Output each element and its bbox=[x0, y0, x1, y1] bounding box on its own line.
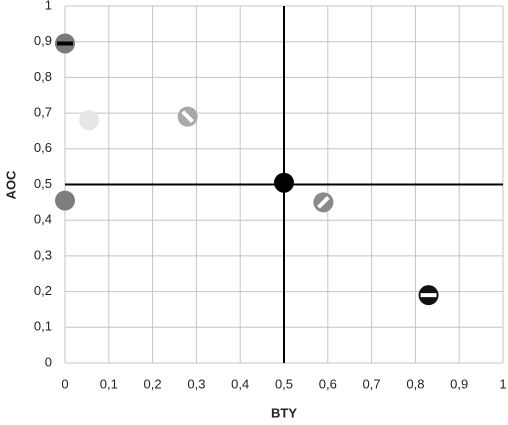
y-axis-title: AOC bbox=[3, 170, 18, 200]
y-tick-label: 0,8 bbox=[34, 69, 52, 84]
marker-stripe bbox=[181, 110, 194, 123]
y-tick-label: 1 bbox=[45, 0, 52, 12]
x-tick-label: 0,8 bbox=[406, 376, 424, 391]
x-tick-label: 0,7 bbox=[363, 376, 381, 391]
y-tick-label: 0,3 bbox=[34, 247, 52, 262]
y-tick-label: 0 bbox=[45, 354, 52, 369]
x-tick-label: 0,2 bbox=[144, 376, 162, 391]
x-tick-label: 0,9 bbox=[450, 376, 468, 391]
point bbox=[274, 172, 294, 193]
point bbox=[55, 190, 75, 211]
x-tick-label: 0,4 bbox=[231, 376, 249, 391]
marker-stripe bbox=[317, 196, 330, 209]
y-tick-label: 0,7 bbox=[34, 105, 52, 120]
y-tick-label: 0,4 bbox=[34, 212, 52, 227]
x-tick-label: 0 bbox=[61, 376, 68, 391]
y-tick-label: 0,9 bbox=[34, 33, 52, 48]
y-tick-label: 0,5 bbox=[34, 176, 52, 191]
x-tick-label: 0,6 bbox=[319, 376, 337, 391]
x-tick-label: 0,3 bbox=[187, 376, 205, 391]
y-tick-label: 0,2 bbox=[34, 283, 52, 298]
x-axis-title: BTY bbox=[271, 405, 297, 420]
x-tick-label: 0,1 bbox=[100, 376, 118, 391]
point bbox=[79, 110, 100, 131]
x-tick-label: 1 bbox=[499, 376, 506, 391]
y-tick-label: 0,6 bbox=[34, 140, 52, 155]
y-tick-label: 0,1 bbox=[34, 319, 52, 334]
x-tick-label: 0,5 bbox=[275, 376, 293, 391]
